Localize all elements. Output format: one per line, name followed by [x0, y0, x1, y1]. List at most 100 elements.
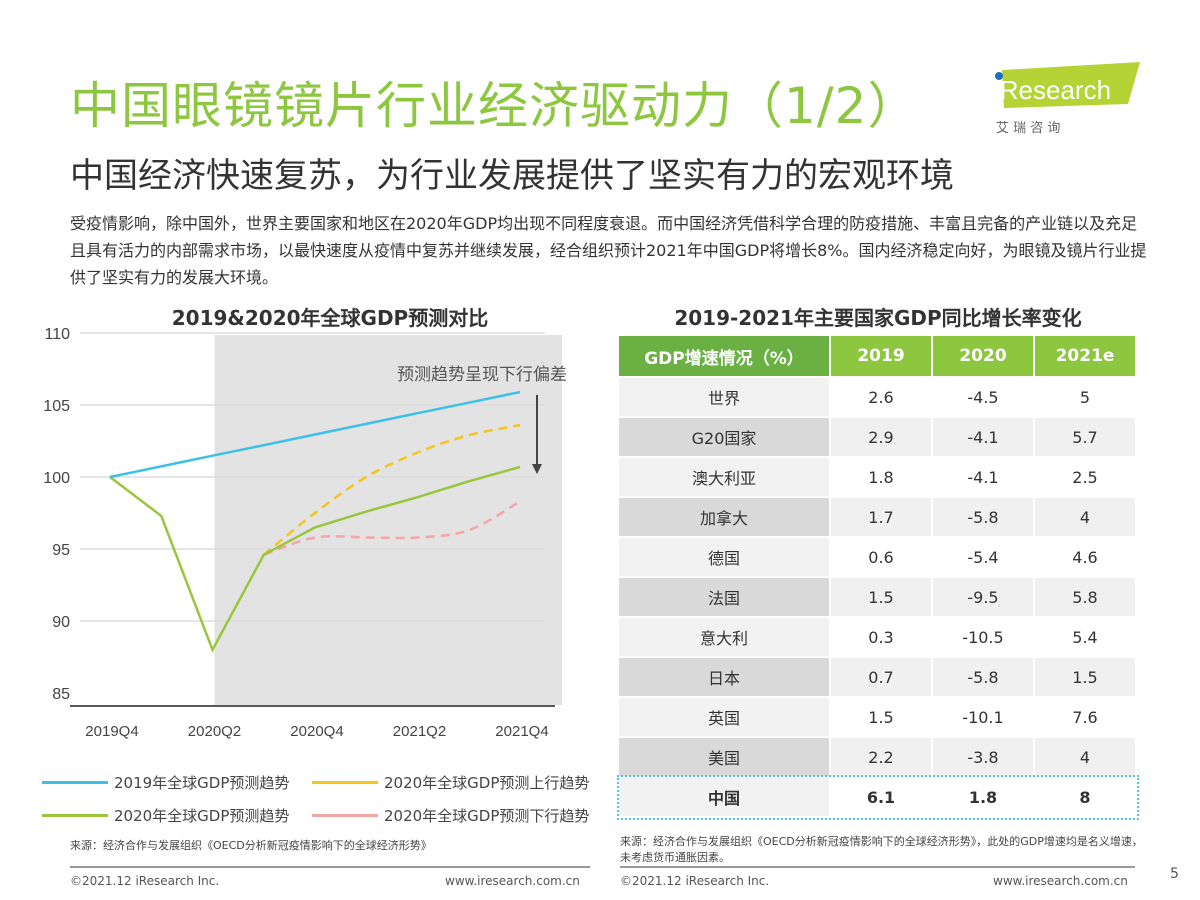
value-cell: 1.5	[1035, 658, 1135, 696]
value-cell: 4	[1035, 498, 1135, 536]
divider	[620, 866, 1135, 868]
table-row: 美国 2.2 -3.8 4	[619, 738, 1135, 776]
legend-item: 2020年全球GDP预测趋势	[42, 805, 289, 826]
gdp-growth-table: GDP增速情况（%） 2019 2020 2021e 世界 2.6 -4.5 5 G20…	[617, 334, 1137, 818]
china-highlight-box	[617, 775, 1139, 820]
legend-label: 2020年全球GDP预测下行趋势	[384, 807, 590, 825]
value-cell: 5	[1035, 378, 1135, 416]
value-cell: -9.5	[933, 578, 1033, 616]
arrow-head-icon	[532, 464, 542, 475]
value-cell: -5.4	[933, 538, 1033, 576]
source-note-right: 来源：经济合作与发展组织《OECD分析新冠疫情影响下的全球经济形势》，此处的GD…	[620, 835, 1143, 864]
svg-text:艾 瑞 咨 询: 艾 瑞 咨 询	[996, 121, 1060, 136]
gdp-line-chart: 85 90 95 100 105 110 2019Q4 2020Q2 2020Q4 2021Q2 2…	[43, 326, 567, 740]
iresearch-logo: iResearch 艾 瑞 咨 询	[990, 62, 1140, 140]
divider	[70, 866, 590, 868]
x-tick-label: 2019Q4	[85, 723, 138, 740]
page-subtitle: 中国经济快速复苏，为行业发展提供了坚实有力的宏观环境	[70, 156, 954, 196]
value-cell: 5.4	[1035, 618, 1135, 656]
x-tick-label: 2021Q4	[495, 723, 548, 740]
value-cell: 0.6	[831, 538, 931, 576]
value-cell: 6.1	[831, 778, 931, 816]
country-cell: 中国	[619, 778, 829, 816]
table-row: 日本 0.7 -5.8 1.5	[619, 658, 1135, 696]
chart-annotation: 预测趋势呈现下行偏差	[397, 365, 567, 385]
value-cell: -10.1	[933, 698, 1033, 736]
table-row: 英国 1.5 -10.1 7.6	[619, 698, 1135, 736]
value-cell: 1.5	[831, 578, 931, 616]
svg-text:iResearch: iResearch	[994, 75, 1111, 105]
value-cell: -3.8	[933, 738, 1033, 776]
header-cell: 2020	[933, 336, 1033, 376]
legend-item: 2020年全球GDP预测上行趋势	[312, 772, 589, 793]
value-cell: -5.8	[933, 658, 1033, 696]
source-note-left: 来源：经济合作与发展组织《OECD分析新冠疫情影响下的全球经济形势》	[70, 839, 432, 852]
legend-label: 2019年全球GDP预测趋势	[114, 774, 290, 792]
value-cell: -5.8	[933, 498, 1033, 536]
chart-title: 2019&2020年全球GDP预测对比	[171, 306, 489, 330]
table-row: 意大利 0.3 -10.5 5.4	[619, 618, 1135, 656]
table-row: 加拿大 1.7 -5.8 4	[619, 498, 1135, 536]
value-cell: 1.8	[831, 458, 931, 496]
country-cell: 日本	[619, 658, 829, 696]
country-cell: 加拿大	[619, 498, 829, 536]
page-number: 5	[1170, 866, 1179, 882]
value-cell: -4.5	[933, 378, 1033, 416]
y-tick-label: 105	[43, 398, 70, 415]
table-row: 澳大利亚 1.8 -4.1 2.5	[619, 458, 1135, 496]
table-row: 法国 1.5 -9.5 5.8	[619, 578, 1135, 616]
series-line	[263, 500, 521, 556]
legend-swatch	[42, 814, 108, 817]
value-cell: 4	[1035, 738, 1135, 776]
legend-label: 2020年全球GDP预测上行趋势	[384, 774, 590, 792]
legend-swatch	[312, 814, 378, 817]
y-tick-label: 95	[52, 542, 70, 559]
value-cell: 2.6	[831, 378, 931, 416]
legend-label: 2020年全球GDP预测趋势	[114, 807, 290, 825]
country-cell: 德国	[619, 538, 829, 576]
table-header-row: GDP增速情况（%） 2019 2020 2021e	[619, 336, 1135, 376]
country-cell: 法国	[619, 578, 829, 616]
value-cell: 5.8	[1035, 578, 1135, 616]
table-title: 2019-2021年主要国家GDP同比增长率变化	[674, 306, 1082, 330]
website-link[interactable]: www.iresearch.com.cn	[445, 874, 580, 888]
table-row: 中国 6.1 1.8 8	[619, 778, 1135, 816]
page-title: 中国眼镜镜片行业经济驱动力（1/2）	[70, 77, 919, 135]
value-cell: -4.1	[933, 458, 1033, 496]
y-tick-label: 110	[44, 326, 70, 343]
x-tick-label: 2020Q4	[290, 723, 343, 740]
value-cell: 2.5	[1035, 458, 1135, 496]
series-line	[109, 465, 521, 653]
value-cell: -4.1	[933, 418, 1033, 456]
y-tick-label: 85	[52, 686, 70, 703]
forecast-shaded-region	[214, 335, 562, 705]
value-cell: 1.5	[831, 698, 931, 736]
copyright: ©2021.12 iResearch Inc.	[70, 874, 220, 888]
value-cell: 0.7	[831, 658, 931, 696]
table-row: G20国家 2.9 -4.1 5.7	[619, 418, 1135, 456]
value-cell: 5.7	[1035, 418, 1135, 456]
table-row: 世界 2.6 -4.5 5	[619, 378, 1135, 416]
website-link[interactable]: www.iresearch.com.cn	[993, 874, 1128, 888]
header-cell: GDP增速情况（%）	[619, 336, 829, 376]
country-cell: 澳大利亚	[619, 458, 829, 496]
legend-item: 2019年全球GDP预测趋势	[42, 772, 289, 793]
country-cell: 意大利	[619, 618, 829, 656]
x-tick-label: 2021Q2	[393, 723, 446, 740]
table-row: 德国 0.6 -5.4 4.6	[619, 538, 1135, 576]
header-cell: 2021e	[1035, 336, 1135, 376]
intro-paragraph: 受疫情影响，除中国外，世界主要国家和地区在2020年GDP均出现不同程度衰退。而…	[70, 214, 1147, 287]
country-cell: 世界	[619, 378, 829, 416]
value-cell: 0.3	[831, 618, 931, 656]
y-tick-label: 90	[52, 614, 70, 631]
value-cell: 8	[1035, 778, 1135, 816]
country-cell: 英国	[619, 698, 829, 736]
series-line	[109, 390, 521, 479]
value-cell: 2.2	[831, 738, 931, 776]
legend-item: 2020年全球GDP预测下行趋势	[312, 805, 589, 826]
country-cell: 美国	[619, 738, 829, 776]
value-cell: 7.6	[1035, 698, 1135, 736]
header-cell: 2019	[831, 336, 931, 376]
y-tick-label: 100	[43, 470, 70, 487]
value-cell: 1.8	[933, 778, 1033, 816]
